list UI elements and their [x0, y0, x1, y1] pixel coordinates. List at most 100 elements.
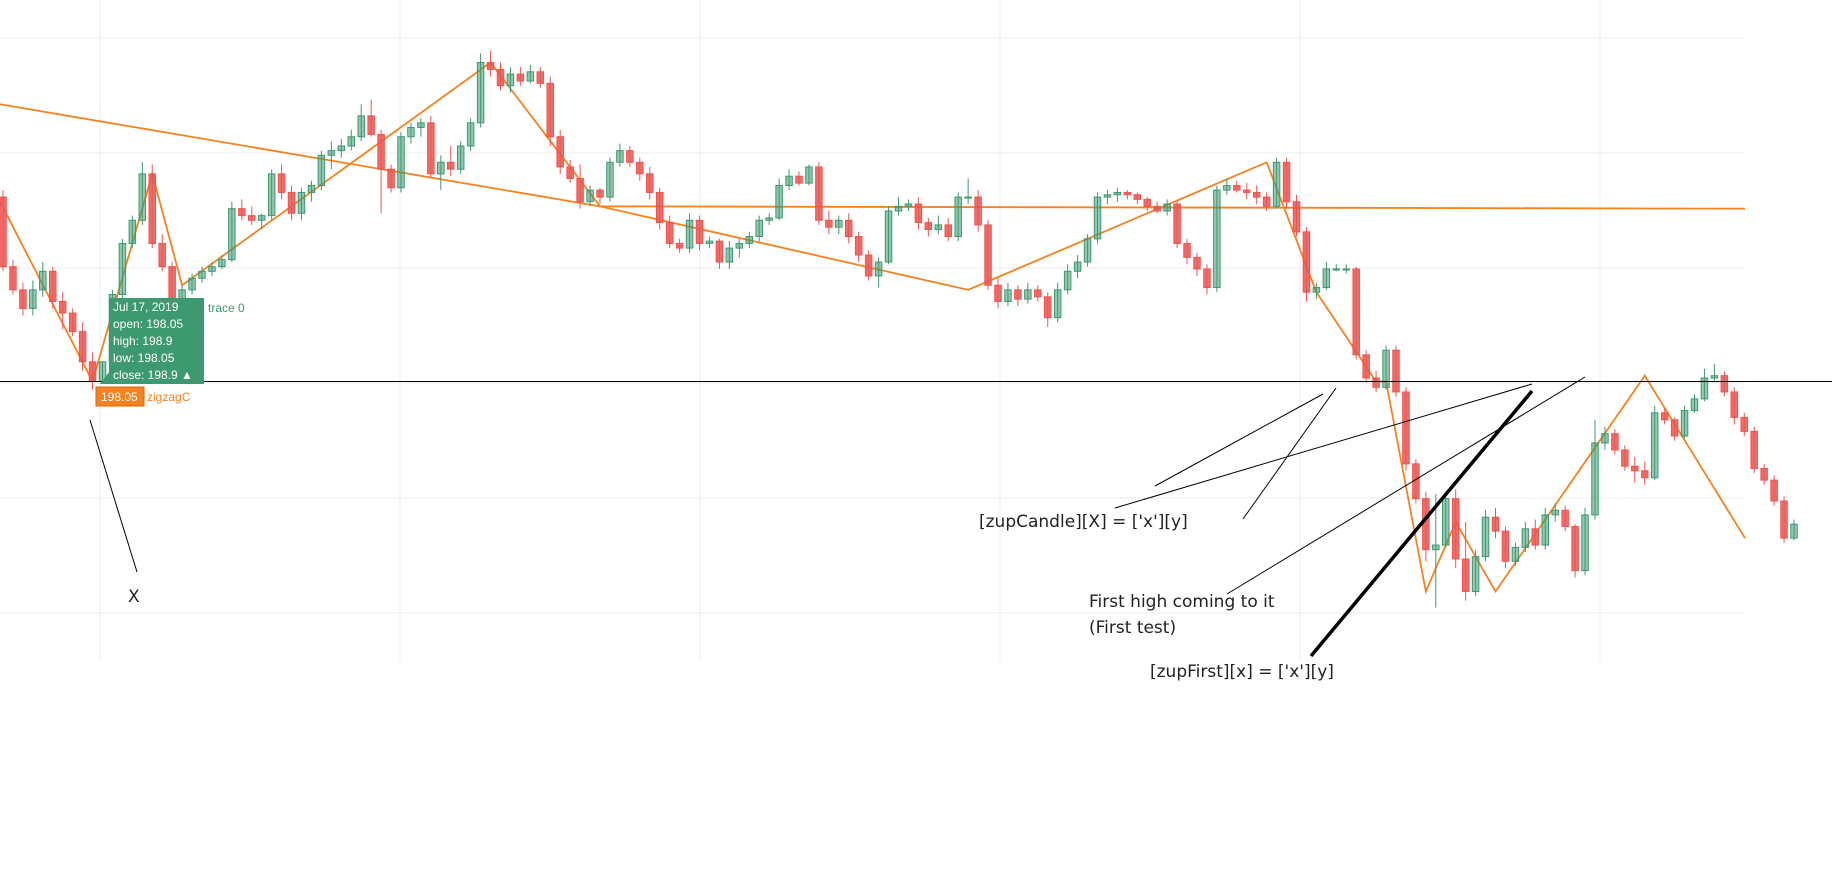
candle-82[interactable]: [815, 162, 823, 225]
candle-130[interactable]: [1292, 194, 1301, 237]
candle-127[interactable]: [1262, 192, 1271, 211]
candle-42[interactable]: [417, 118, 425, 137]
candle-95[interactable]: [944, 217, 952, 242]
candle-173[interactable]: [1720, 371, 1729, 397]
candle-53[interactable]: [526, 64, 535, 84]
candle-132[interactable]: [1312, 282, 1321, 300]
candle-43[interactable]: [427, 115, 435, 179]
candle-63[interactable]: [626, 146, 634, 167]
candle-44[interactable]: [437, 155, 445, 191]
candle-89[interactable]: [884, 206, 893, 265]
candle-135[interactable]: [1342, 264, 1350, 274]
candle-122[interactable]: [1213, 185, 1221, 293]
candle-49[interactable]: [486, 50, 495, 77]
candle-104[interactable]: [1034, 285, 1042, 302]
candle-76[interactable]: [755, 215, 763, 242]
candle-162[interactable]: [1611, 429, 1619, 455]
candle-7[interactable]: [68, 308, 77, 337]
candle-36[interactable]: [357, 104, 365, 142]
candle-66[interactable]: [655, 187, 664, 230]
candle-87[interactable]: [864, 250, 873, 281]
candle-15[interactable]: [148, 164, 156, 249]
candle-144[interactable]: [1432, 494, 1440, 608]
candle-22[interactable]: [218, 255, 226, 269]
candle-166[interactable]: [1650, 405, 1659, 481]
candle-23[interactable]: [228, 201, 236, 263]
candle-151[interactable]: [1501, 526, 1510, 569]
candle-48[interactable]: [476, 53, 485, 128]
candle-152[interactable]: [1511, 542, 1520, 566]
candle-8[interactable]: [78, 322, 87, 372]
candle-21[interactable]: [208, 262, 216, 276]
candle-56[interactable]: [556, 129, 564, 174]
candle-79[interactable]: [785, 169, 793, 191]
candle-112[interactable]: [1113, 187, 1122, 202]
candle-153[interactable]: [1521, 521, 1530, 553]
candle-115[interactable]: [1143, 197, 1151, 211]
candle-54[interactable]: [536, 67, 545, 89]
candle-172[interactable]: [1710, 364, 1719, 383]
candle-83[interactable]: [825, 210, 833, 235]
candle-149[interactable]: [1481, 510, 1490, 562]
candle-28[interactable]: [277, 164, 286, 200]
candle-45[interactable]: [447, 146, 455, 177]
candle-74[interactable]: [735, 238, 744, 258]
candle-37[interactable]: [367, 99, 375, 137]
candle-117[interactable]: [1163, 199, 1171, 216]
candle-62[interactable]: [616, 143, 624, 167]
candle-157[interactable]: [1561, 505, 1569, 532]
candle-116[interactable]: [1153, 201, 1161, 214]
candle-108[interactable]: [1073, 255, 1082, 279]
candle-55[interactable]: [546, 76, 554, 147]
candle-159[interactable]: [1581, 507, 1589, 576]
candle-126[interactable]: [1252, 185, 1261, 205]
candle-118[interactable]: [1173, 201, 1181, 249]
candle-164[interactable]: [1631, 456, 1639, 483]
candle-101[interactable]: [1004, 282, 1012, 307]
candle-170[interactable]: [1690, 394, 1699, 413]
candle-32[interactable]: [317, 150, 326, 191]
candle-19[interactable]: [188, 273, 196, 295]
candle-169[interactable]: [1680, 405, 1689, 439]
candle-179[interactable]: [1780, 496, 1788, 543]
candle-13[interactable]: [128, 215, 137, 249]
candle-160[interactable]: [1591, 419, 1599, 520]
candle-50[interactable]: [496, 62, 505, 91]
candle-180[interactable]: [1790, 519, 1798, 541]
candle-60[interactable]: [596, 187, 604, 205]
candle-86[interactable]: [854, 231, 863, 263]
candle-84[interactable]: [835, 215, 843, 235]
candle-96[interactable]: [954, 192, 962, 242]
candle-69[interactable]: [685, 213, 694, 253]
candle-59[interactable]: [586, 185, 594, 207]
candle-90[interactable]: [894, 197, 903, 216]
candle-16[interactable]: [158, 234, 166, 272]
candle-68[interactable]: [675, 238, 684, 253]
candle-34[interactable]: [337, 139, 346, 158]
candle-158[interactable]: [1571, 524, 1579, 578]
candle-168[interactable]: [1670, 417, 1679, 441]
candle-40[interactable]: [397, 132, 405, 193]
candle-175[interactable]: [1740, 412, 1748, 437]
candle-125[interactable]: [1243, 183, 1251, 200]
candle-171[interactable]: [1700, 368, 1709, 402]
candle-155[interactable]: [1541, 507, 1549, 550]
candle-91[interactable]: [904, 199, 913, 211]
candle-163[interactable]: [1621, 445, 1629, 471]
candle-105[interactable]: [1044, 292, 1052, 327]
candle-2[interactable]: [19, 282, 27, 316]
candle-75[interactable]: [745, 231, 753, 249]
candle-128[interactable]: [1272, 157, 1281, 209]
candle-46[interactable]: [456, 141, 465, 174]
candle-4[interactable]: [39, 262, 47, 297]
candle-64[interactable]: [636, 157, 644, 181]
candle-1[interactable]: [9, 259, 17, 295]
candle-14[interactable]: [138, 162, 147, 225]
candle-39[interactable]: [387, 164, 395, 193]
candle-9[interactable]: [88, 352, 97, 390]
candle-165[interactable]: [1641, 461, 1649, 485]
candle-123[interactable]: [1223, 178, 1231, 195]
candle-73[interactable]: [725, 241, 734, 269]
candlestick-series[interactable]: [0, 50, 1798, 608]
